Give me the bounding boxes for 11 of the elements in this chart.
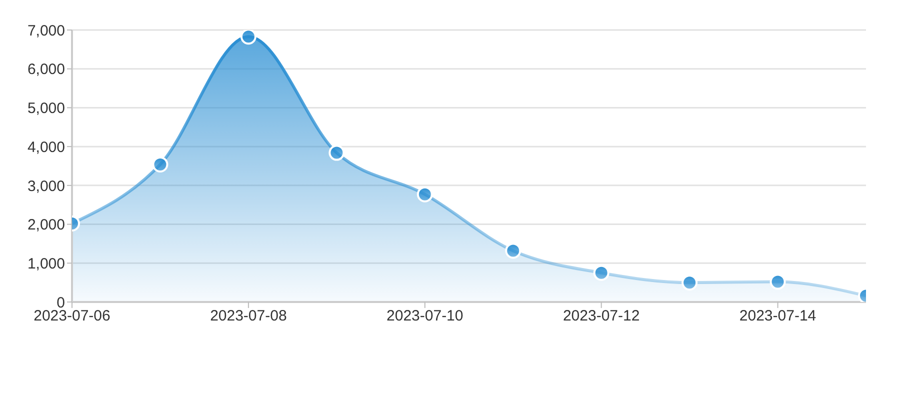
y-tick-label: 6,000: [27, 61, 65, 78]
x-tick-label: 2023-07-10: [386, 308, 464, 325]
y-tick-label: 4,000: [27, 138, 65, 156]
y-tick-label: 7,000: [27, 22, 65, 40]
y-tick-label: 5,000: [27, 100, 65, 118]
y-tick-label: 2,000: [27, 216, 65, 234]
x-tick-label: 2023-07-14: [739, 308, 816, 325]
y-tick-label: 1,000: [27, 255, 65, 272]
x-tick-label: 2023-07-08: [210, 308, 287, 325]
y-tick-label: 3,000: [27, 178, 65, 195]
x-tick-label: 2023-07-12: [562, 308, 640, 325]
